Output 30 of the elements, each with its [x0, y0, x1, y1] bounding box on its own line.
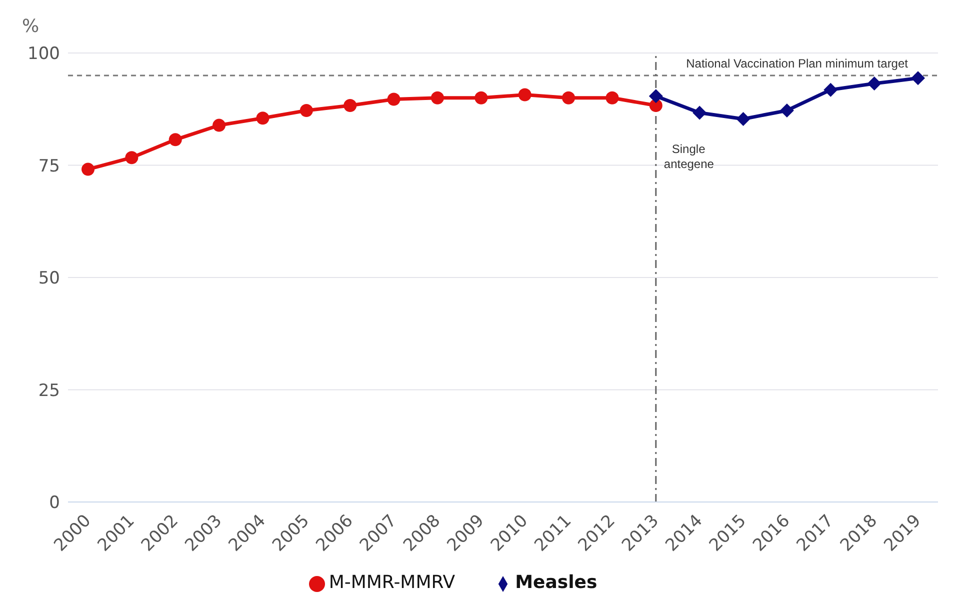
- point: [300, 104, 313, 117]
- point: [474, 91, 488, 104]
- y-tick-label: 75: [38, 156, 60, 176]
- point: [562, 91, 576, 104]
- point: [692, 106, 707, 120]
- point: [911, 71, 925, 86]
- y-tick-label: 0: [49, 493, 60, 514]
- point: [430, 91, 444, 104]
- point: [780, 103, 794, 118]
- y-tick-label: 100: [28, 44, 60, 64]
- legend-label: M-MMR-MMRV: [328, 572, 456, 593]
- point: [648, 89, 663, 104]
- ref-line-label: Single antegene: [664, 142, 714, 171]
- point: [82, 162, 94, 176]
- point: [824, 82, 838, 97]
- point: [867, 76, 882, 91]
- y-axis-title: %: [22, 16, 40, 37]
- point: [387, 92, 400, 106]
- point: [256, 112, 270, 125]
- point: [518, 88, 532, 102]
- y-tick-label: 50: [38, 268, 60, 289]
- point: [168, 133, 182, 146]
- point: [344, 99, 357, 112]
- y-tick-label: 25: [38, 380, 60, 401]
- legend-label: Measles: [515, 572, 598, 593]
- point: [212, 118, 226, 132]
- point: [125, 151, 138, 164]
- point: [606, 91, 619, 104]
- point: [736, 112, 750, 126]
- ref-line-label: National Vaccination Plan minimum target: [686, 56, 909, 70]
